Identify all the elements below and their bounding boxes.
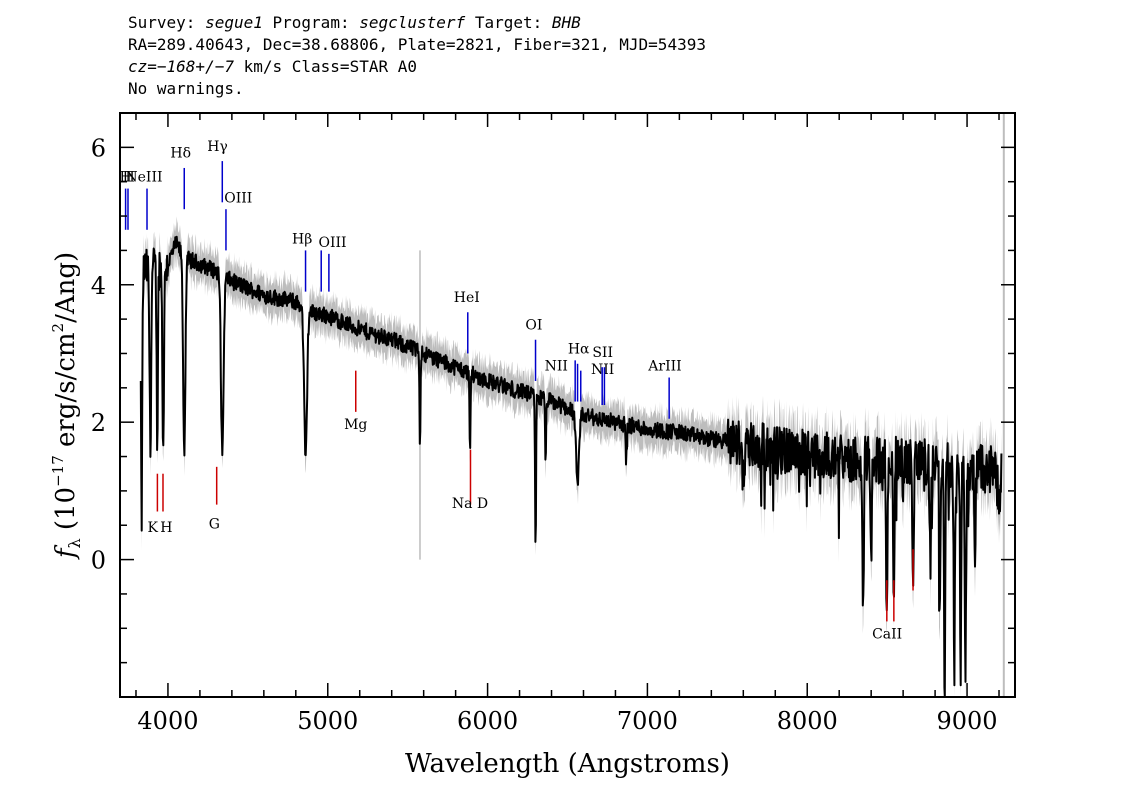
spectrum-line — [139, 235, 1003, 698]
class-text: km/s Class=STAR A0 — [233, 57, 417, 76]
emission-line-label: Hβ — [292, 232, 312, 248]
y-label-part3: /Ang) — [51, 252, 81, 323]
absorption-line-label: Na D — [452, 496, 488, 512]
x-axis-label: Wavelength (Angstroms) — [405, 749, 730, 779]
x-tick-label: 9000 — [937, 707, 998, 735]
x-tick-label: 7000 — [617, 707, 678, 735]
program-label: Program: — [272, 13, 350, 32]
header-line-warnings: No warnings. — [128, 79, 244, 98]
emission-line-label: ArIII — [647, 359, 681, 375]
emission-line-label: SII — [592, 345, 613, 361]
error-band-path — [140, 216, 1002, 697]
y-tick-label: 2 — [91, 409, 106, 437]
emission-line-label: Hα — [568, 341, 590, 357]
plot-frame — [119, 112, 1016, 698]
line-markers: HHNeIIIHδHγOIIIHβOIIIHeIOINIIHαNIISIIArI… — [119, 139, 914, 643]
x-tick-label: 6000 — [457, 707, 518, 735]
emission-line-label: OI — [525, 317, 542, 333]
emission-line-label: Hγ — [207, 139, 228, 155]
emission-line-label: HeI — [454, 290, 480, 306]
cz-value: cz=−168+/−7 — [128, 57, 234, 76]
survey-label: Survey: — [128, 13, 196, 32]
y-label-part2: erg/s/cm — [51, 332, 81, 455]
y-tick-label: 4 — [91, 272, 106, 300]
y-tick-label: 0 — [91, 547, 106, 575]
emission-line-label: NII — [545, 359, 568, 375]
program-value: segclusterf — [359, 13, 466, 32]
header-line-coordinates: RA=289.40643, Dec=38.68806, Plate=2821, … — [128, 35, 706, 54]
absorption-line-label: G — [209, 517, 220, 533]
y-label-exp2: 2 — [49, 323, 67, 333]
emission-line-label: OIII — [224, 190, 252, 206]
y-axis-label: fλ (10−17 erg/s/cm2/Ang) — [49, 252, 84, 560]
y-label-exp1: −17 — [49, 455, 67, 487]
emission-line-label: NeIII — [125, 170, 162, 186]
x-tick-label: 8000 — [777, 707, 838, 735]
x-tick-label: 4000 — [137, 707, 198, 735]
spectrum-header: Survey: segue1 Program: segclusterf Targ… — [128, 12, 706, 100]
absorption-line-label: Mg — [344, 417, 367, 433]
survey-value: segue1 — [205, 13, 263, 32]
spectrum-series — [139, 235, 1003, 698]
absorption-line-label: H — [160, 520, 172, 536]
absorption-line-label: K — [148, 520, 159, 536]
y-label-part1: (10 — [51, 487, 81, 539]
header-line-survey: Survey: segue1 Program: segclusterf Targ… — [128, 12, 706, 34]
absorption-line-label: CaII — [872, 627, 902, 643]
header-line-redshift: cz=−168+/−7 km/s Class=STAR A0 — [128, 56, 706, 78]
emission-line-label: Hδ — [170, 146, 191, 162]
y-label-lambda: λ — [65, 538, 84, 548]
x-tick-label: 5000 — [297, 707, 358, 735]
y-tick-label: 6 — [91, 134, 106, 162]
target-label: Target: — [474, 13, 543, 32]
axis-ticks: 4000 5000 6000 7000 8000 9000 0 2 4 6 — [91, 112, 1015, 735]
emission-line-label: OIII — [319, 235, 347, 251]
target-value: BHB — [551, 13, 581, 32]
